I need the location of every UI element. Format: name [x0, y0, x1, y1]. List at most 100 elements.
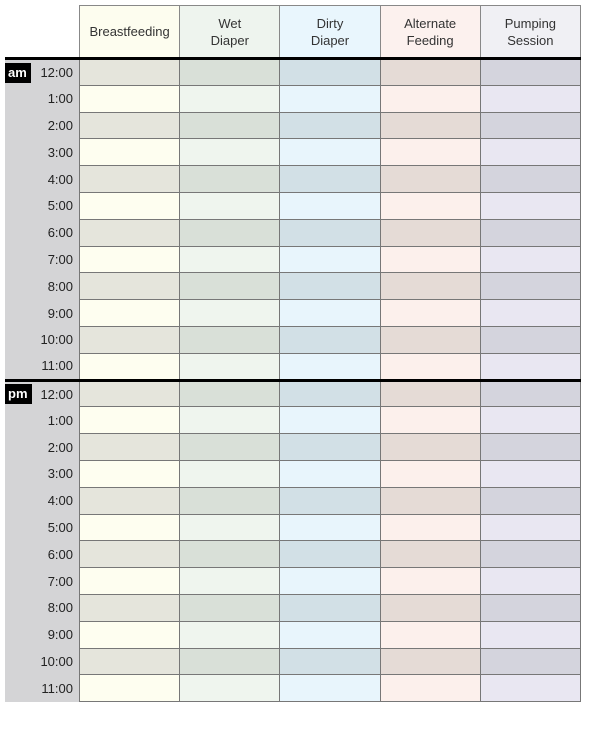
entry-cell-pumping-session[interactable]	[479, 325, 582, 354]
entry-cell-pumping-session[interactable]	[479, 138, 582, 167]
entry-cell-dirty-diaper[interactable]	[279, 540, 381, 569]
entry-cell-alternate-feeding[interactable]	[379, 299, 481, 327]
entry-cell-breastfeeding[interactable]	[78, 352, 181, 381]
entry-cell-wet-diaper[interactable]	[179, 352, 281, 381]
entry-cell-pumping-session[interactable]	[479, 191, 582, 220]
entry-cell-wet-diaper[interactable]	[179, 272, 281, 301]
entry-cell-pumping-session[interactable]	[479, 378, 582, 408]
entry-cell-dirty-diaper[interactable]	[279, 165, 381, 193]
entry-cell-dirty-diaper[interactable]	[279, 459, 381, 488]
entry-cell-wet-diaper[interactable]	[179, 191, 281, 220]
entry-cell-alternate-feeding[interactable]	[379, 459, 481, 488]
entry-cell-breastfeeding[interactable]	[78, 218, 181, 247]
entry-cell-pumping-session[interactable]	[479, 513, 582, 542]
entry-cell-breastfeeding[interactable]	[78, 459, 181, 488]
entry-cell-dirty-diaper[interactable]	[279, 84, 381, 113]
entry-cell-dirty-diaper[interactable]	[279, 352, 381, 381]
entry-cell-dirty-diaper[interactable]	[279, 378, 381, 408]
entry-cell-dirty-diaper[interactable]	[279, 513, 381, 542]
entry-cell-breastfeeding[interactable]	[78, 647, 181, 676]
entry-cell-wet-diaper[interactable]	[179, 593, 281, 622]
entry-cell-pumping-session[interactable]	[479, 272, 582, 301]
entry-cell-pumping-session[interactable]	[479, 245, 582, 274]
entry-cell-dirty-diaper[interactable]	[279, 406, 381, 435]
entry-cell-breastfeeding[interactable]	[78, 191, 181, 220]
entry-cell-dirty-diaper[interactable]	[279, 593, 381, 622]
entry-cell-breastfeeding[interactable]	[78, 138, 181, 167]
entry-cell-breastfeeding[interactable]	[78, 486, 181, 515]
entry-cell-dirty-diaper[interactable]	[279, 486, 381, 515]
entry-cell-wet-diaper[interactable]	[179, 378, 281, 408]
entry-cell-wet-diaper[interactable]	[179, 165, 281, 193]
entry-cell-breastfeeding[interactable]	[78, 272, 181, 301]
entry-cell-pumping-session[interactable]	[479, 486, 582, 515]
entry-cell-wet-diaper[interactable]	[179, 406, 281, 435]
entry-cell-dirty-diaper[interactable]	[279, 58, 381, 86]
entry-cell-dirty-diaper[interactable]	[279, 620, 381, 649]
entry-cell-wet-diaper[interactable]	[179, 58, 281, 86]
entry-cell-breastfeeding[interactable]	[78, 433, 181, 461]
entry-cell-pumping-session[interactable]	[479, 165, 582, 193]
entry-cell-wet-diaper[interactable]	[179, 299, 281, 327]
entry-cell-pumping-session[interactable]	[479, 647, 582, 676]
entry-cell-alternate-feeding[interactable]	[379, 406, 481, 435]
entry-cell-wet-diaper[interactable]	[179, 486, 281, 515]
entry-cell-wet-diaper[interactable]	[179, 513, 281, 542]
entry-cell-alternate-feeding[interactable]	[379, 540, 481, 569]
entry-cell-alternate-feeding[interactable]	[379, 111, 481, 140]
entry-cell-dirty-diaper[interactable]	[279, 325, 381, 354]
entry-cell-alternate-feeding[interactable]	[379, 191, 481, 220]
entry-cell-breastfeeding[interactable]	[78, 513, 181, 542]
entry-cell-wet-diaper[interactable]	[179, 567, 281, 595]
entry-cell-pumping-session[interactable]	[479, 593, 582, 622]
entry-cell-pumping-session[interactable]	[479, 540, 582, 569]
entry-cell-alternate-feeding[interactable]	[379, 620, 481, 649]
entry-cell-breastfeeding[interactable]	[78, 406, 181, 435]
entry-cell-breastfeeding[interactable]	[78, 620, 181, 649]
entry-cell-pumping-session[interactable]	[479, 352, 582, 381]
entry-cell-wet-diaper[interactable]	[179, 325, 281, 354]
entry-cell-alternate-feeding[interactable]	[379, 138, 481, 167]
entry-cell-wet-diaper[interactable]	[179, 433, 281, 461]
entry-cell-wet-diaper[interactable]	[179, 218, 281, 247]
entry-cell-pumping-session[interactable]	[479, 84, 582, 113]
entry-cell-alternate-feeding[interactable]	[379, 272, 481, 301]
entry-cell-alternate-feeding[interactable]	[379, 58, 481, 86]
entry-cell-breastfeeding[interactable]	[78, 567, 181, 595]
entry-cell-pumping-session[interactable]	[479, 433, 582, 461]
entry-cell-wet-diaper[interactable]	[179, 674, 281, 703]
entry-cell-dirty-diaper[interactable]	[279, 111, 381, 140]
entry-cell-dirty-diaper[interactable]	[279, 299, 381, 327]
entry-cell-dirty-diaper[interactable]	[279, 245, 381, 274]
entry-cell-wet-diaper[interactable]	[179, 245, 281, 274]
entry-cell-wet-diaper[interactable]	[179, 84, 281, 113]
entry-cell-dirty-diaper[interactable]	[279, 433, 381, 461]
entry-cell-pumping-session[interactable]	[479, 459, 582, 488]
entry-cell-alternate-feeding[interactable]	[379, 513, 481, 542]
entry-cell-pumping-session[interactable]	[479, 58, 582, 86]
entry-cell-pumping-session[interactable]	[479, 111, 582, 140]
entry-cell-dirty-diaper[interactable]	[279, 567, 381, 595]
entry-cell-breastfeeding[interactable]	[78, 378, 181, 408]
entry-cell-breastfeeding[interactable]	[78, 674, 181, 703]
entry-cell-pumping-session[interactable]	[479, 567, 582, 595]
entry-cell-alternate-feeding[interactable]	[379, 218, 481, 247]
entry-cell-breastfeeding[interactable]	[78, 111, 181, 140]
entry-cell-alternate-feeding[interactable]	[379, 165, 481, 193]
entry-cell-pumping-session[interactable]	[479, 218, 582, 247]
entry-cell-breastfeeding[interactable]	[78, 299, 181, 327]
entry-cell-alternate-feeding[interactable]	[379, 647, 481, 676]
entry-cell-wet-diaper[interactable]	[179, 540, 281, 569]
entry-cell-wet-diaper[interactable]	[179, 138, 281, 167]
entry-cell-dirty-diaper[interactable]	[279, 191, 381, 220]
entry-cell-dirty-diaper[interactable]	[279, 218, 381, 247]
entry-cell-dirty-diaper[interactable]	[279, 647, 381, 676]
entry-cell-alternate-feeding[interactable]	[379, 567, 481, 595]
entry-cell-pumping-session[interactable]	[479, 620, 582, 649]
entry-cell-wet-diaper[interactable]	[179, 620, 281, 649]
entry-cell-alternate-feeding[interactable]	[379, 674, 481, 703]
entry-cell-dirty-diaper[interactable]	[279, 272, 381, 301]
entry-cell-alternate-feeding[interactable]	[379, 433, 481, 461]
entry-cell-pumping-session[interactable]	[479, 299, 582, 327]
entry-cell-wet-diaper[interactable]	[179, 647, 281, 676]
